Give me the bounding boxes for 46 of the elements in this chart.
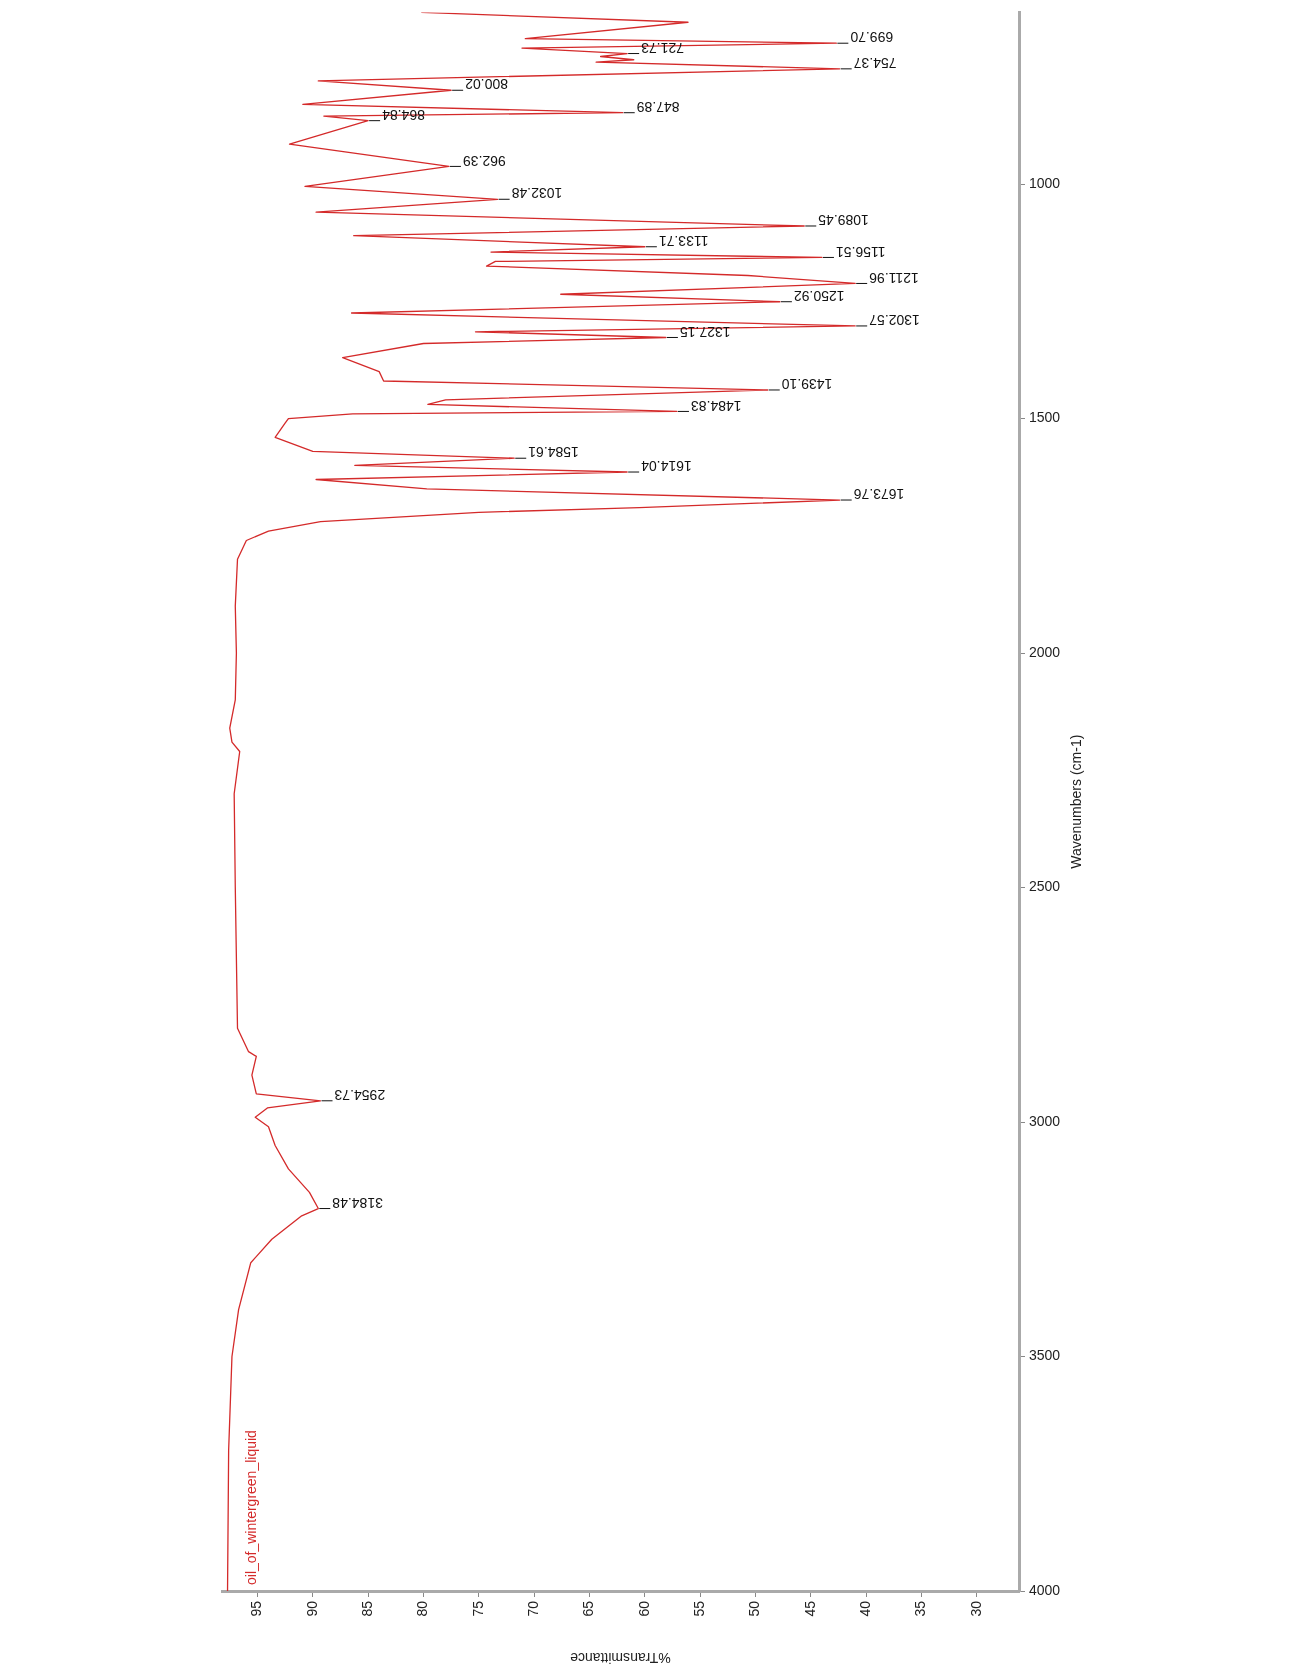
annotation: 3184.48 xyxy=(332,1194,383,1211)
x-tick-label: 30 xyxy=(967,1600,984,1617)
x-tick-label: 35 xyxy=(912,1600,929,1617)
x-tick-label: 50 xyxy=(746,1600,763,1617)
annotation: 1089.45 xyxy=(818,212,869,229)
y-tick-label: 2500 xyxy=(1029,878,1061,895)
annotation: 1614.04 xyxy=(640,458,692,475)
annotation: 1484.83 xyxy=(690,397,742,414)
x-tick-label: 80 xyxy=(414,1600,431,1617)
x-tick-label: 55 xyxy=(691,1600,708,1617)
annotation: 1156.51 xyxy=(835,243,886,260)
y-tick-label: 4000 xyxy=(1029,1581,1061,1598)
x-tick-label: 60 xyxy=(635,1600,652,1617)
y-tick-label: 1000 xyxy=(1029,174,1061,191)
x-tick-label: 65 xyxy=(580,1600,597,1617)
x-tick-label: 95 xyxy=(248,1600,265,1617)
y-tick-label: 2000 xyxy=(1029,643,1061,660)
annotation: 1211.96 xyxy=(868,269,919,286)
annotation: 1327.15 xyxy=(679,323,731,340)
text: oil_of_wintergreen_liquid xyxy=(242,1430,259,1585)
annotation: 1133.71 xyxy=(658,232,709,249)
y-tick-label: 1500 xyxy=(1029,409,1061,426)
annotation: 754.37 xyxy=(853,54,897,71)
annotation: 800.02 xyxy=(464,76,508,93)
annotation: 962.39 xyxy=(462,152,506,169)
x-tick-label: 75 xyxy=(469,1600,486,1617)
y-tick-label: 3500 xyxy=(1029,1347,1061,1364)
x-tick-label: 90 xyxy=(303,1600,320,1617)
y-tick-label: 3000 xyxy=(1029,1112,1061,1129)
annotation: 721.73 xyxy=(640,39,684,56)
annotation: 847.89 xyxy=(636,98,680,115)
x-tick-label: 70 xyxy=(525,1600,542,1617)
x-tick-label: 45 xyxy=(801,1600,818,1617)
annotation: 1439.10 xyxy=(781,376,833,393)
annotation: 1584.61 xyxy=(528,444,579,461)
annotation: 699.70 xyxy=(850,29,894,46)
annotation: 1673.76 xyxy=(853,486,905,503)
annotation: 2954.73 xyxy=(334,1086,386,1103)
x-tick-label: 85 xyxy=(358,1600,375,1617)
x-axis-title: %Transmittance xyxy=(569,1650,671,1667)
y-axis-title: Wavenumbers (cm-1) xyxy=(1067,734,1084,869)
annotation: 1302.57 xyxy=(868,312,920,329)
x-tick-label: 40 xyxy=(857,1600,874,1617)
annotation: 864.84 xyxy=(381,106,425,123)
annotation: 1032.48 xyxy=(511,185,563,202)
annotation: 1250.92 xyxy=(793,287,845,304)
